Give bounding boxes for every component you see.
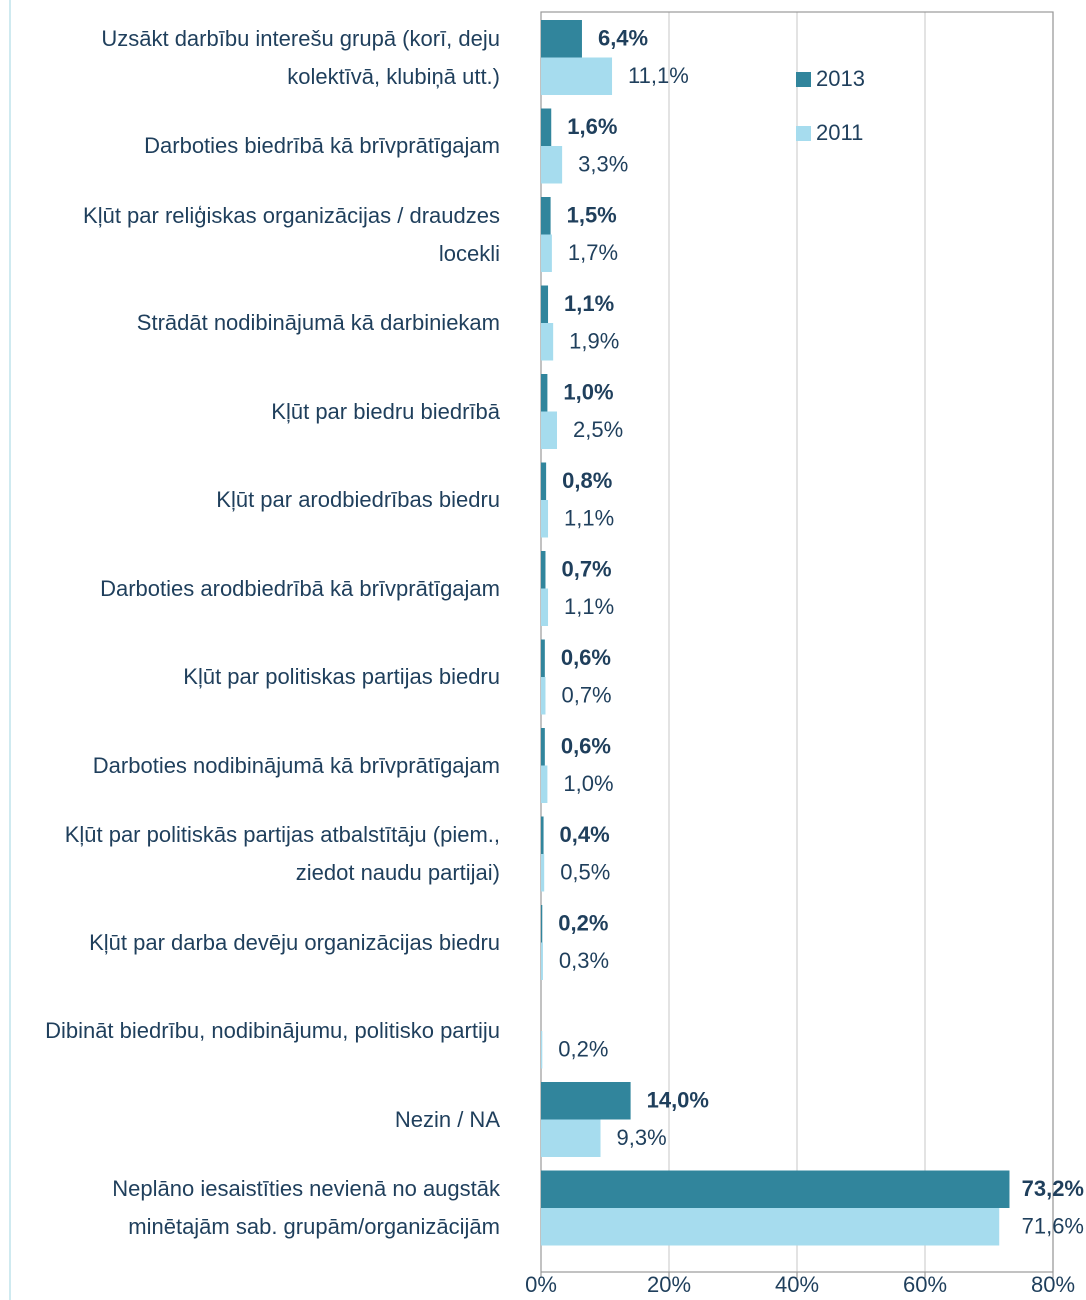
- bar: [541, 854, 545, 892]
- bar: [541, 146, 563, 184]
- value-label: 1,1%: [564, 594, 614, 619]
- bar: [541, 551, 546, 589]
- category-label: Kļūt par biedru biedrībā: [271, 398, 500, 424]
- value-label: 9,3%: [617, 1125, 667, 1150]
- bar: [541, 462, 547, 500]
- category-label: Kļūt par reliģiskas organizācijas / drau…: [83, 202, 500, 266]
- value-label: 0,7%: [561, 557, 611, 582]
- value-label: 6,4%: [598, 26, 648, 51]
- legend-swatch: [796, 72, 811, 87]
- x-tick-label: 60%: [903, 1272, 947, 1297]
- value-label: 71,6%: [1022, 1214, 1084, 1239]
- value-label: 0,7%: [561, 683, 611, 708]
- value-label: 0,4%: [560, 822, 610, 847]
- x-tick-label: 80%: [1031, 1272, 1075, 1297]
- value-label: 1,0%: [563, 380, 613, 405]
- value-label: 0,6%: [561, 734, 611, 759]
- value-label: 1,7%: [568, 240, 618, 265]
- category-label: Kļūt par politiskās partijas atbalstītāj…: [64, 822, 500, 885]
- value-label: 1,0%: [563, 771, 613, 796]
- bar: [541, 1119, 601, 1157]
- value-label: 14,0%: [647, 1088, 709, 1113]
- value-label: 11,1%: [628, 63, 689, 88]
- category-label: Nezin / NA: [394, 1106, 500, 1132]
- bar: [541, 1082, 631, 1120]
- bar: [541, 374, 548, 412]
- value-label: 73,2%: [1022, 1176, 1084, 1201]
- legend-swatch: [796, 126, 811, 141]
- bar: [541, 20, 582, 58]
- value-label: 1,9%: [569, 329, 619, 354]
- x-tick-label: 0%: [525, 1272, 557, 1297]
- value-label: 0,5%: [560, 860, 610, 885]
- category-label: Neplāno iesaistīties nevienā no augstāk …: [112, 1176, 500, 1239]
- value-label: 0,3%: [559, 948, 609, 973]
- bar: [541, 588, 549, 626]
- bar: [541, 57, 613, 95]
- category-label: Kļūt par darba devēju organizācijas bied…: [89, 929, 500, 955]
- value-label: 0,8%: [562, 468, 612, 493]
- x-tick-label: 40%: [775, 1272, 819, 1297]
- bar: [541, 108, 552, 146]
- category-label: Kļūt par politiskas partijas biedru: [183, 664, 500, 689]
- bar: [541, 323, 554, 361]
- category-label: Darboties arodbiedrībā kā brīvprātīgajam: [100, 575, 500, 601]
- bar: [541, 728, 545, 766]
- bar: [541, 500, 549, 538]
- value-label: 1,6%: [567, 114, 617, 139]
- category-label: Darboties biedrībā kā brīvprātīgajam: [144, 133, 500, 158]
- bar: [541, 942, 543, 980]
- bar: [541, 1031, 543, 1069]
- bar: [541, 285, 549, 323]
- value-label: 1,5%: [567, 203, 617, 228]
- bar: [541, 765, 548, 803]
- bar: [541, 905, 543, 943]
- bar: [541, 639, 545, 677]
- bar: [541, 234, 552, 272]
- bar: [541, 197, 551, 235]
- category-label: Dibināt biedrību, nodibinājumu, politisk…: [45, 1018, 500, 1043]
- category-label: Darboties nodibinājumā kā brīvprātīgajam: [92, 752, 500, 778]
- value-label: 0,6%: [561, 645, 611, 670]
- bar: [541, 677, 546, 715]
- bar: [541, 816, 544, 854]
- bar: [541, 411, 557, 449]
- value-label: 0,2%: [558, 1037, 608, 1062]
- legend-label: 2011: [816, 120, 863, 145]
- bar: [541, 1208, 1000, 1246]
- category-label: Kļūt par arodbiedrības biedru: [216, 487, 500, 512]
- category-label: Uzsākt darbību interešu grupā (korī, dej…: [101, 25, 500, 89]
- value-label: 1,1%: [564, 506, 614, 531]
- value-label: 1,1%: [564, 291, 614, 316]
- value-label: 3,3%: [578, 152, 628, 177]
- category-label: Strādāt nodibinājumā kā darbiniekam: [136, 310, 500, 335]
- x-tick-label: 20%: [647, 1272, 691, 1297]
- value-label: 0,2%: [558, 911, 608, 936]
- bar: [541, 1170, 1010, 1208]
- legend-label: 2013: [816, 66, 865, 91]
- value-label: 2,5%: [573, 417, 623, 442]
